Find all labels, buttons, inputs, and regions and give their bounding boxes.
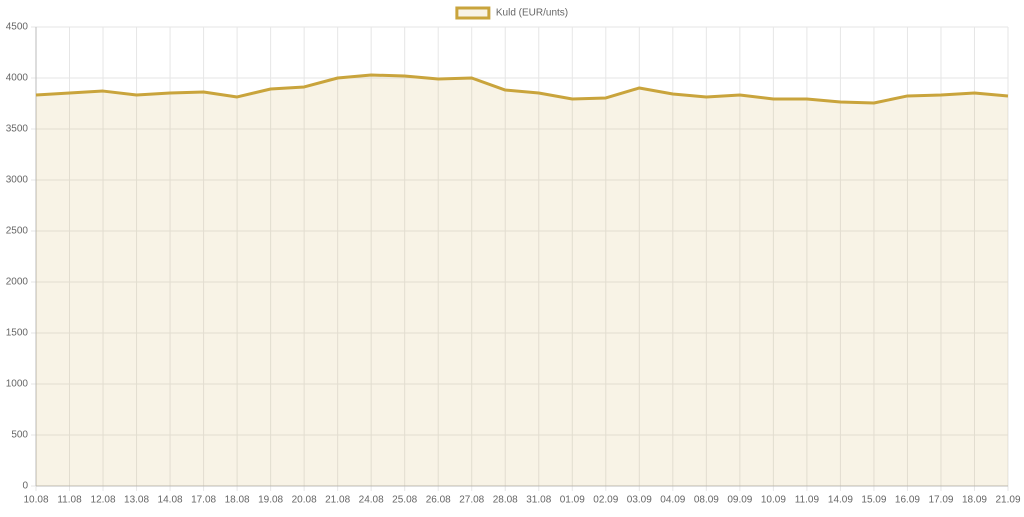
x-tick-label: 02.09 — [593, 495, 618, 506]
y-tick-label: 4000 — [6, 73, 29, 84]
x-tick-label: 16.09 — [895, 495, 920, 506]
x-tick-label: 01.09 — [560, 495, 585, 506]
x-tick-label: 25.08 — [392, 495, 417, 506]
x-tick-label: 18.09 — [962, 495, 987, 506]
x-tick-label: 08.09 — [694, 495, 719, 506]
y-tick-label: 1500 — [6, 328, 29, 339]
x-tick-label: 28.08 — [493, 495, 518, 506]
legend-swatch — [455, 6, 491, 20]
x-tick-label: 27.08 — [459, 495, 484, 506]
x-tick-label: 31.08 — [526, 495, 551, 506]
x-tick-label: 17.09 — [928, 495, 953, 506]
y-tick-label: 4500 — [6, 22, 29, 33]
x-tick-label: 26.08 — [426, 495, 451, 506]
legend-label: Kuld (EUR/unts) — [496, 8, 568, 19]
x-tick-label: 09.09 — [727, 495, 752, 506]
x-tick-label: 21.08 — [325, 495, 350, 506]
x-tick-label: 14.09 — [828, 495, 853, 506]
x-tick-label: 18.08 — [225, 495, 250, 506]
y-tick-label: 500 — [11, 430, 28, 441]
x-tick-label: 13.08 — [124, 495, 149, 506]
y-tick-label: 2000 — [6, 277, 29, 288]
x-tick-label: 14.08 — [158, 495, 183, 506]
x-tick-label: 11.08 — [57, 495, 82, 506]
y-tick-label: 2500 — [6, 226, 29, 237]
x-tick-label: 20.08 — [292, 495, 317, 506]
y-tick-label: 0 — [22, 481, 28, 492]
y-tick-label: 3500 — [6, 124, 29, 135]
x-tick-label: 03.09 — [627, 495, 652, 506]
x-tick-label: 10.08 — [23, 495, 48, 506]
x-tick-label: 11.09 — [795, 495, 820, 506]
x-tick-label: 24.08 — [359, 495, 384, 506]
x-tick-label: 12.08 — [91, 495, 116, 506]
x-tick-label: 10.09 — [761, 495, 786, 506]
line — [35, 73, 1009, 105]
area — [36, 75, 1008, 487]
x-tick-label: 15.09 — [861, 495, 886, 506]
x-tick-label: 04.09 — [660, 495, 685, 506]
x-tick-label: 17.08 — [191, 495, 216, 506]
y-tick-label: 1000 — [6, 379, 29, 390]
x-tick-label: 19.08 — [258, 495, 283, 506]
y-tick-label: 3000 — [6, 175, 29, 186]
x-tick-label: 21.09 — [995, 495, 1020, 506]
